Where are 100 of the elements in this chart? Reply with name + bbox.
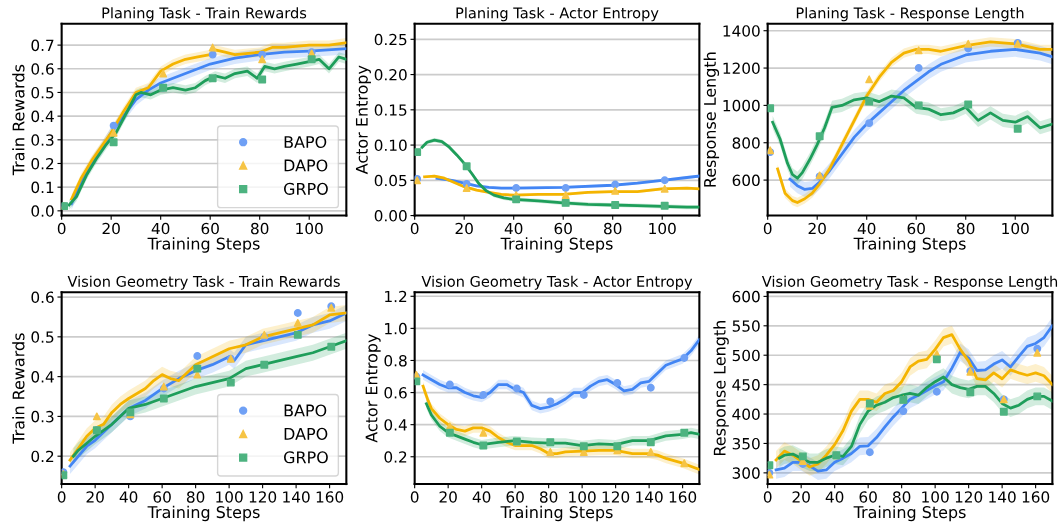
x-axis-title: Training Steps [500, 237, 613, 253]
x-tick-label: 120 [249, 491, 277, 503]
x-tick-label: 80 [539, 491, 558, 503]
chart-title: Vision Geometry Task - Response Length [761, 275, 1058, 290]
y-tick-label: 0.10 [374, 139, 407, 152]
x-tick-label: 100 [216, 491, 243, 503]
legend-label: GRPO [283, 182, 328, 195]
x-tick-label: 20 [808, 222, 826, 235]
y-tick-label: 0.3 [31, 134, 54, 146]
y-axis-title: Actor Entropy [365, 334, 381, 443]
chart-title: Vision Geometry Task - Actor Entropy [421, 275, 693, 290]
x-tick-label: 100 [649, 222, 676, 235]
y-tick-label: 600 [732, 174, 760, 187]
x-tick-label: 0 [763, 222, 772, 235]
y-tick-label: 550 [732, 320, 760, 332]
y-tick-label: 0.4 [31, 371, 54, 383]
x-tick-label: 20 [792, 491, 810, 503]
y-tick-label: 0.1 [31, 181, 54, 194]
y-tick-label: 1400 [723, 25, 760, 37]
x-tick-label: 80 [186, 491, 205, 503]
y-axis-title: Actor Entropy [355, 65, 371, 175]
x-tick-label: 40 [504, 222, 523, 235]
chart-title: Planing Task - Train Rewards [102, 7, 307, 22]
x-axis-title: Training Steps [853, 237, 966, 253]
x-axis-title: Training Steps [147, 505, 260, 522]
y-axis-title: Response Length [703, 52, 720, 187]
x-tick-label: 40 [151, 222, 170, 235]
chart-title: Vision Geometry Task - Train Rewards [67, 275, 340, 290]
y-tick-label: 0.6 [384, 387, 407, 399]
x-tick-label: 80 [957, 222, 975, 235]
x-tick-label: 80 [604, 222, 622, 235]
y-axis-title: Train Rewards [12, 333, 25, 444]
legend-label: BAPO [284, 135, 327, 149]
y-axis-title: Train Rewards [12, 64, 25, 176]
legend-label: GRPO [283, 451, 328, 464]
x-tick-label: 160 [1022, 491, 1050, 503]
x-tick-label: 100 [1002, 222, 1029, 235]
x-tick-label: 0 [410, 222, 419, 235]
x-tick-label: 40 [857, 222, 876, 235]
y-tick-label: 300 [732, 467, 760, 479]
y-tick-label: 0.5 [31, 331, 54, 343]
y-tick-label: 1000 [723, 99, 760, 112]
x-tick-label: 140 [283, 491, 310, 503]
y-tick-label: 0.3 [31, 410, 54, 423]
x-tick-label: 100 [296, 222, 323, 235]
x-tick-label: 0 [763, 491, 772, 503]
legend-label: DAPO [284, 427, 328, 440]
x-tick-label: 140 [636, 491, 663, 503]
y-tick-label: 1.2 [385, 290, 407, 303]
x-tick-label: 80 [892, 491, 911, 503]
x-tick-label: 60 [201, 222, 219, 235]
x-axis-title: Training Steps [147, 237, 260, 253]
y-axis-title: Response Length [713, 321, 729, 456]
y-tick-label: 400 [732, 408, 760, 421]
x-tick-label: 20 [455, 222, 473, 235]
x-tick-label: 60 [554, 222, 572, 235]
x-tick-label: 160 [669, 491, 697, 503]
y-tick-label: 0.6 [31, 63, 54, 75]
legend-label: BAPO [284, 404, 327, 417]
y-tick-label: 0.5 [31, 86, 54, 99]
x-tick-label: 60 [153, 491, 171, 503]
x-tick-label: 80 [251, 222, 269, 235]
y-tick-label: 0.05 [374, 174, 407, 187]
y-tick-label: 0.8 [384, 354, 407, 367]
legend-label: DAPO [284, 159, 328, 172]
x-tick-label: 0 [57, 491, 66, 503]
x-tick-label: 120 [602, 491, 630, 503]
y-tick-label: 0.2 [31, 450, 54, 463]
x-tick-label: 60 [859, 491, 877, 503]
x-tick-label: 60 [907, 222, 925, 235]
y-tick-label: 0.0 [31, 205, 54, 217]
x-axis-title: Training Steps [500, 505, 613, 522]
y-tick-label: 0.20 [374, 69, 407, 81]
x-tick-label: 40 [825, 491, 844, 503]
y-tick-label: 0.25 [374, 33, 407, 46]
x-axis-title: Training Steps [853, 505, 966, 522]
y-tick-label: 450 [732, 379, 760, 391]
x-tick-label: 120 [955, 491, 983, 503]
y-tick-label: 350 [732, 437, 760, 450]
chart-title: Planing Task - Response Length [796, 7, 1024, 22]
x-tick-label: 40 [472, 491, 491, 503]
y-tick-label: 0.2 [31, 157, 54, 170]
y-tick-label: 0.2 [384, 451, 407, 463]
x-tick-label: 0 [57, 222, 66, 235]
y-tick-label: 800 [732, 137, 760, 149]
y-tick-label: 0.00 [374, 210, 407, 222]
x-tick-label: 60 [506, 491, 524, 503]
x-tick-label: 20 [439, 491, 457, 503]
x-tick-label: 160 [316, 491, 344, 503]
x-tick-label: 100 [569, 491, 596, 503]
y-tick-label: 0.6 [31, 291, 54, 304]
y-tick-label: 0.4 [384, 419, 407, 431]
y-tick-label: 1200 [723, 62, 760, 75]
chart-title: Planing Task - Actor Entropy [456, 7, 659, 22]
x-tick-label: 40 [119, 491, 138, 503]
y-tick-label: 600 [732, 290, 760, 303]
y-tick-label: 0.15 [374, 104, 407, 116]
y-tick-label: 0.4 [31, 110, 54, 123]
x-tick-label: 20 [102, 222, 120, 235]
y-tick-label: 0.7 [31, 39, 54, 52]
